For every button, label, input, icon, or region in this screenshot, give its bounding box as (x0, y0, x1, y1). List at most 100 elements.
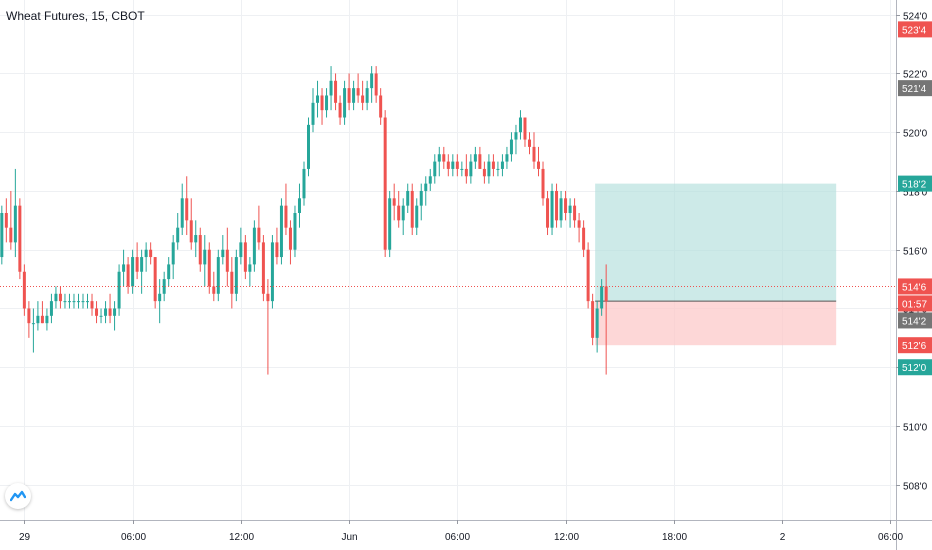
up-candle (140, 257, 144, 272)
up-candle (158, 293, 162, 302)
down-candle (347, 88, 351, 103)
up-candle (86, 301, 90, 303)
up-candle (49, 301, 53, 316)
down-candle (230, 271, 234, 294)
price-badge-label: 523'4 (902, 25, 927, 36)
up-candle (144, 249, 148, 258)
profit-target-zone (595, 183, 837, 302)
symbol-title[interactable]: Wheat Futures, 15, CBOT (6, 9, 145, 23)
down-candle (149, 249, 153, 258)
down-candle (95, 308, 99, 316)
down-candle (9, 227, 13, 243)
tradingview-logo-icon[interactable] (5, 483, 31, 509)
up-candle (67, 301, 71, 303)
down-candle (374, 73, 378, 96)
x-tick-label: 12:00 (229, 532, 254, 543)
x-tick-label: 06:00 (878, 532, 903, 543)
time-scale[interactable]: 29 06:00 12:00 Jun 06:00 12:00 18:00 2 06:00 (19, 520, 904, 543)
down-candle (288, 227, 292, 250)
down-candle (361, 95, 365, 103)
up-candle (559, 198, 563, 221)
up-candle (113, 308, 117, 316)
down-candle (442, 154, 446, 162)
down-candle (275, 242, 279, 258)
down-candle (212, 286, 216, 294)
up-candle (76, 301, 80, 303)
up-candle (419, 190, 423, 206)
y-tick-label: 510'0 (903, 423, 928, 434)
x-tick-label: 06:00 (121, 532, 146, 543)
up-candle (568, 205, 572, 213)
price-badge (898, 312, 932, 329)
up-candle (514, 132, 518, 140)
up-candle (451, 161, 455, 169)
down-candle (379, 95, 383, 118)
up-candle (252, 227, 256, 265)
up-candle (131, 257, 135, 287)
down-candle (546, 198, 550, 228)
down-candle (185, 198, 189, 221)
up-candle (279, 205, 283, 258)
down-candle (18, 205, 22, 272)
long-position-tool[interactable] (595, 183, 837, 346)
down-candle (27, 308, 31, 324)
down-candle (455, 161, 459, 169)
up-candle (99, 315, 103, 317)
down-candle (464, 168, 468, 177)
down-candle (22, 271, 26, 309)
up-candle (406, 190, 410, 206)
down-candle (198, 235, 202, 265)
down-candle (478, 154, 482, 169)
x-tick-label: Jun (341, 532, 357, 543)
down-candle (555, 190, 559, 221)
down-candle (491, 161, 495, 169)
down-candle (586, 249, 590, 302)
up-candle (171, 242, 175, 265)
down-candle (446, 161, 450, 169)
up-candle (167, 264, 171, 280)
price-badge-label: 01:57 (902, 299, 927, 310)
up-candle (13, 205, 17, 243)
up-candle (500, 161, 504, 169)
price-badge-label: 512'0 (902, 363, 927, 374)
up-candle (248, 264, 252, 272)
grid-lines (0, 0, 896, 520)
y-tick-label: 508'0 (903, 482, 928, 493)
down-candle (582, 227, 586, 250)
down-candle (356, 88, 360, 96)
down-candle (383, 117, 387, 250)
down-candle (40, 315, 44, 324)
up-candle (216, 257, 220, 294)
up-candle (36, 315, 40, 324)
down-candle (541, 168, 545, 199)
stop-loss-zone (595, 301, 837, 346)
down-candle (153, 257, 157, 302)
down-candle (334, 80, 338, 103)
up-candle (63, 301, 67, 303)
down-candle (577, 220, 581, 228)
price-badge (898, 359, 932, 376)
up-candle (469, 161, 473, 177)
down-candle (410, 190, 414, 228)
down-candle (564, 198, 568, 213)
up-candle (311, 102, 315, 125)
down-candle (189, 220, 193, 243)
up-candle (117, 271, 121, 309)
up-candle (302, 168, 306, 199)
up-candle (343, 88, 347, 118)
up-candle (460, 168, 464, 170)
down-candle (523, 117, 527, 140)
down-candle (320, 95, 324, 111)
y-tick-label: 524'0 (903, 12, 928, 23)
y-tick-label: 518'0 (903, 188, 928, 199)
down-candle (338, 102, 342, 118)
up-candle (194, 235, 198, 243)
x-tick-label: 12:00 (554, 532, 579, 543)
down-candle (90, 301, 94, 309)
y-tick-label: 522'0 (903, 70, 928, 81)
up-candle (221, 249, 225, 258)
up-candle (293, 212, 297, 250)
up-candle (415, 205, 419, 228)
